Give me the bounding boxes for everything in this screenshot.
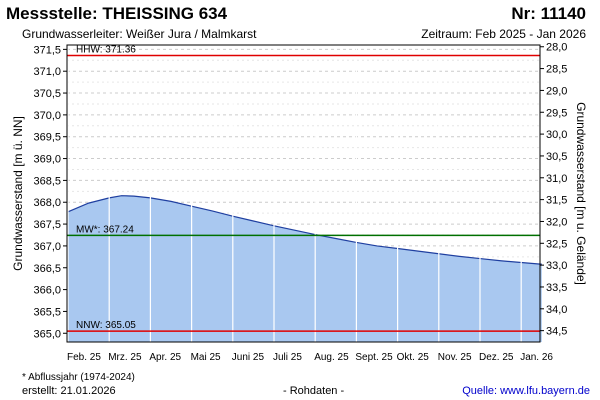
y-tick-label-left-0: 365,0 xyxy=(33,328,61,340)
y-axis-label-right: Grundwasserstand [m u. Gelände] xyxy=(574,102,588,285)
x-tick-label-11: Jan. 26 xyxy=(520,352,553,363)
y-tick-label-right-0: 28,0 xyxy=(546,42,567,54)
x-tick-label-2: Apr. 25 xyxy=(149,352,181,363)
y-tick-label-left-5: 367,5 xyxy=(33,219,61,231)
series-line xyxy=(67,195,542,265)
ref-label-hhw: HHW: 371.36 xyxy=(76,44,136,55)
y-tick-label-right-6: 31,0 xyxy=(546,173,567,185)
x-tick-label-1: Mrz. 25 xyxy=(108,352,142,363)
y-tick-label-left-11: 370,5 xyxy=(33,88,61,100)
y-tick-label-right-12: 34,0 xyxy=(546,304,567,316)
ref-label-mw: MW*: 367.24 xyxy=(76,224,134,235)
source-link[interactable]: Quelle: www.lfu.bayern.de xyxy=(462,385,590,397)
y-tick-label-right-3: 29,5 xyxy=(546,107,567,119)
x-tick-label-3: Mai 25 xyxy=(191,352,221,363)
y-tick-label-left-10: 370,0 xyxy=(33,110,61,122)
y-tick-label-left-1: 365,5 xyxy=(33,306,61,318)
y-tick-label-right-9: 32,5 xyxy=(546,238,567,250)
y-tick-label-left-13: 371,5 xyxy=(33,44,61,56)
page-title: Messstelle: THEISSING 634 xyxy=(6,4,228,23)
y-tick-label-right-2: 29,0 xyxy=(546,85,567,97)
x-tick-label-6: Aug. 25 xyxy=(314,352,349,363)
y-tick-label-left-4: 367,0 xyxy=(33,241,61,253)
x-tick-label-8: Okt. 25 xyxy=(397,352,430,363)
y-tick-label-left-12: 371,0 xyxy=(33,66,61,78)
y-tick-label-right-8: 32,0 xyxy=(546,216,567,228)
raw-data-note: - Rohdaten - xyxy=(283,385,345,397)
y-tick-label-left-9: 369,5 xyxy=(33,132,61,144)
x-tick-label-10: Dez. 25 xyxy=(479,352,514,363)
y-tick-label-right-11: 33,5 xyxy=(546,282,567,294)
y-axis-label-left: Grundwasserstand [m ü. NN] xyxy=(11,116,25,271)
x-tick-label-7: Sept. 25 xyxy=(355,352,393,363)
x-tick-label-4: Juni 25 xyxy=(232,352,265,363)
x-tick-label-9: Nov. 25 xyxy=(438,352,472,363)
y-tick-label-right-1: 28,5 xyxy=(546,64,567,76)
x-tick-label-5: Juli 25 xyxy=(273,352,302,363)
y-tick-label-right-7: 31,5 xyxy=(546,195,567,207)
y-tick-label-left-2: 366,0 xyxy=(33,285,61,297)
y-tick-label-left-8: 369,0 xyxy=(33,154,61,166)
y-tick-label-left-7: 368,5 xyxy=(33,175,61,187)
created-date: erstellt: 21.01.2026 xyxy=(22,385,116,397)
x-tick-label-0: Feb. 25 xyxy=(67,352,101,363)
y-tick-label-right-10: 33,0 xyxy=(546,260,567,272)
y-tick-label-left-6: 368,0 xyxy=(33,197,61,209)
series-area xyxy=(68,195,542,342)
y-tick-label-right-4: 30,0 xyxy=(546,129,567,141)
ref-label-nnw: NNW: 365.05 xyxy=(76,320,136,331)
period-label: Zeitraum: Feb 2025 - Jan 2026 xyxy=(421,27,586,41)
plot-frame xyxy=(66,44,541,343)
station-number: Nr: 11140 xyxy=(511,4,586,23)
y-tick-label-left-3: 366,5 xyxy=(33,263,61,275)
footnote: * Abflussjahr (1974-2024) xyxy=(22,372,135,383)
y-tick-label-right-13: 34,5 xyxy=(546,326,567,338)
y-tick-label-right-5: 30,5 xyxy=(546,151,567,163)
aquifer-label: Grundwasserleiter: Weißer Jura / Malmkar… xyxy=(22,27,257,41)
